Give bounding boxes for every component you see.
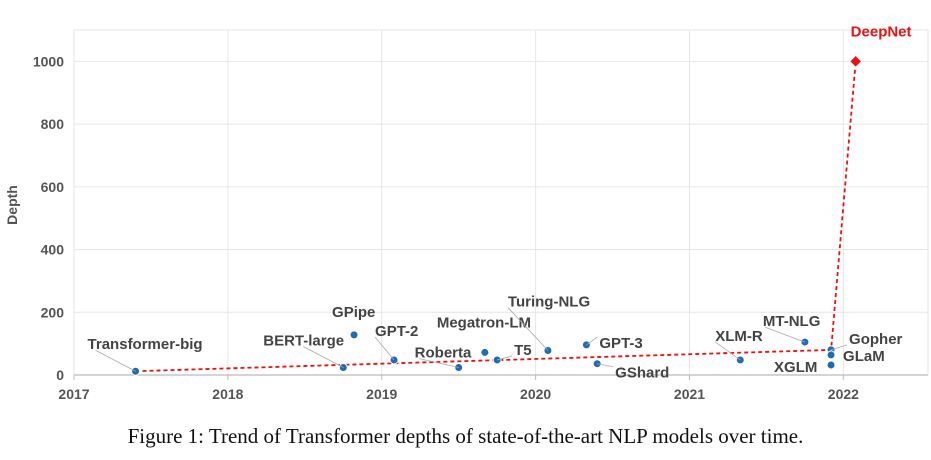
point-deepnet <box>848 54 863 69</box>
grid-lines <box>73 29 929 375</box>
label-xglm: XGLM <box>774 359 817 376</box>
label-transformer-big: Transformer-big <box>88 336 203 353</box>
point-megatron-lm <box>480 347 490 357</box>
label-deepnet: DeepNet <box>851 23 912 40</box>
leader-xlm-r <box>715 341 741 361</box>
label-gpt-2: GPT-2 <box>375 323 418 340</box>
leader-gopher <box>830 344 848 351</box>
leader-roberta <box>418 358 459 368</box>
y-tick-label-200: 200 <box>41 304 65 320</box>
data-points <box>131 54 863 376</box>
y-tick-label-400: 400 <box>41 242 65 258</box>
leader-bert-large <box>303 346 344 368</box>
label-mt-nlg: MT-NLG <box>763 313 821 330</box>
y-axis-title: Depth <box>4 185 20 225</box>
x-tick-label-2022: 2022 <box>828 386 859 402</box>
label-gpt-3: GPT-3 <box>599 335 642 352</box>
leader-gpt-2 <box>374 336 395 361</box>
label-bert-large: BERT-large <box>263 332 344 349</box>
label-megatron-lm: Megatron-LM <box>437 314 531 331</box>
label-gpipe: GPipe <box>332 304 375 321</box>
label-glam: GLaM <box>843 348 885 365</box>
label-t5: T5 <box>514 342 532 359</box>
x-tick-label-2017: 2017 <box>58 386 89 402</box>
depth-trend-chart: 0 200 400 600 800 1000 2017 2018 2019 2020 2021 202… <box>4 23 929 402</box>
x-tick-label-2018: 2018 <box>212 386 243 402</box>
label-xlm-r: XLM-R <box>715 328 763 345</box>
figure-caption: Figure 1: Trend of Transformer depths of… <box>127 424 804 448</box>
label-gshard: GShard <box>615 365 669 382</box>
leader-gshard <box>597 363 614 368</box>
x-tick-label-2019: 2019 <box>366 386 397 402</box>
point-xglm <box>826 360 836 370</box>
label-gopher: Gopher <box>849 331 902 348</box>
leader-gpt-3 <box>586 336 598 346</box>
x-tick-label-2021: 2021 <box>674 386 705 402</box>
y-tick-label-0: 0 <box>56 367 64 383</box>
x-tick-label-2020: 2020 <box>520 386 551 402</box>
point-gpipe <box>349 330 359 340</box>
y-tick-label-800: 800 <box>41 116 65 132</box>
y-tick-label-600: 600 <box>41 179 65 195</box>
leader-t5 <box>497 355 513 361</box>
label-turing-nlg: Turing-NLG <box>508 294 590 311</box>
point-glam <box>826 350 836 360</box>
leader-turing-nlg <box>507 307 549 351</box>
axes: 0 200 400 600 800 1000 2017 2018 2019 2020 2021 202… <box>33 53 928 402</box>
label-roberta: Roberta <box>415 344 472 361</box>
y-tick-label-1000: 1000 <box>33 53 64 69</box>
leader-transformer-big <box>95 349 136 372</box>
leader-mt-nlg <box>764 326 806 343</box>
